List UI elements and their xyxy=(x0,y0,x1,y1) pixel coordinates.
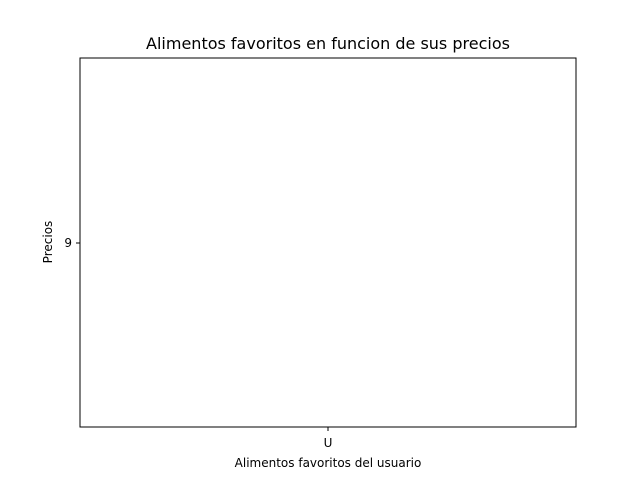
y-axis-label: Precios xyxy=(41,221,55,264)
x-axis-ticks: U xyxy=(324,427,333,450)
x-axis-label: Alimentos favoritos del usuario xyxy=(235,456,422,470)
chart-title: Alimentos favoritos en funcion de sus pr… xyxy=(146,34,510,53)
x-tick-label: U xyxy=(324,436,333,450)
y-axis-ticks: 9 xyxy=(64,236,80,250)
y-tick-label: 9 xyxy=(64,236,72,250)
